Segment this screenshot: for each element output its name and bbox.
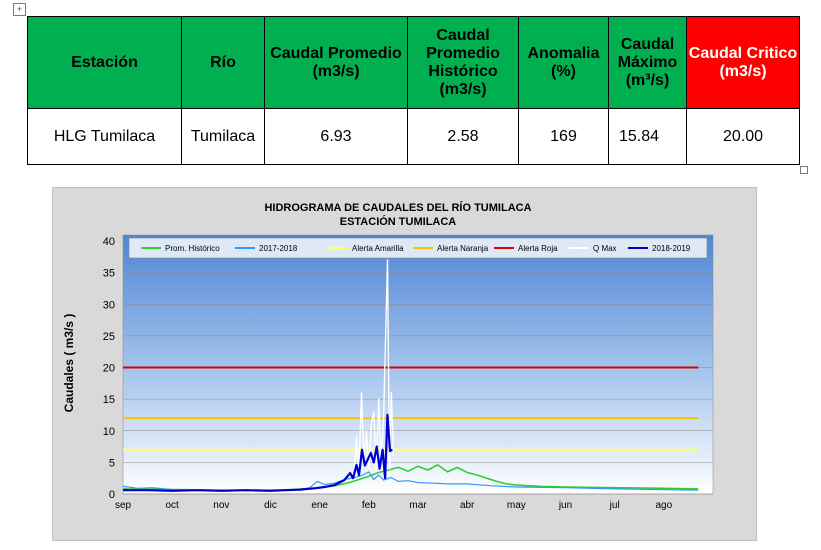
- y-axis-label: Caudales ( m3/s ): [62, 314, 76, 413]
- legend-entry: Prom. Histórico: [165, 244, 220, 253]
- legend-entry: Alerta Amarilla: [352, 244, 404, 253]
- cell-river[interactable]: Tumilaca: [181, 108, 265, 165]
- hydrograph-chart[interactable]: HIDROGRAMA DE CAUDALES DEL RÍO TUMILACA …: [52, 187, 757, 541]
- x-tick-label: nov: [213, 500, 229, 511]
- y-tick-label: 15: [103, 394, 115, 406]
- header-critical-flow: Caudal Critico (m3/s): [686, 16, 800, 109]
- x-tick-label: jun: [558, 500, 572, 511]
- legend-entry: Alerta Naranja: [437, 244, 489, 253]
- y-tick-label: 30: [103, 299, 115, 311]
- chart-subtitle: ESTACIÓN TUMILACA: [340, 215, 457, 228]
- header-avg-flow: Caudal Promedio (m3/s): [264, 16, 408, 109]
- header-hist-avg-flow: Caudal Promedio Histórico (m3/s): [407, 16, 519, 109]
- y-tick-label: 10: [103, 426, 115, 438]
- x-tick-label: oct: [165, 500, 179, 511]
- x-tick-label: mar: [409, 500, 427, 511]
- legend: Prom. Histórico 2017-2018 Alerta Amarilla A…: [128, 237, 708, 259]
- header-station: Estación: [27, 16, 182, 109]
- flow-summary-table: Estación Río Caudal Promedio (m3/s) Caud…: [27, 16, 800, 165]
- cell-max-flow[interactable]: 15.84: [608, 108, 687, 165]
- header-max-flow: Caudal Máximo (m³/s): [608, 16, 687, 109]
- table-header-row: Estación Río Caudal Promedio (m3/s) Caud…: [27, 16, 800, 109]
- x-tick-label: jul: [609, 500, 620, 511]
- y-tick-label: 35: [103, 268, 115, 280]
- y-tick-label: 20: [103, 363, 115, 375]
- plot-area: [122, 234, 714, 495]
- cell-critical-flow[interactable]: 20.00: [686, 108, 800, 165]
- y-tick-label: 0: [109, 489, 115, 501]
- y-tick-labels: 0 5 10 15 20 25 30 35 40: [103, 236, 115, 501]
- cell-anomaly[interactable]: 169: [518, 108, 609, 165]
- series-line-5: [353, 259, 395, 476]
- header-anomaly: Anomalia (%): [518, 16, 609, 109]
- legend-entry: 2017-2018: [259, 244, 298, 253]
- legend-entry: Alerta Roja: [518, 244, 558, 253]
- x-tick-label: dic: [264, 500, 277, 511]
- cell-hist-avg-flow[interactable]: 2.58: [407, 108, 519, 165]
- x-tick-label: may: [507, 500, 526, 511]
- y-tick-label: 25: [103, 331, 115, 343]
- cell-avg-flow[interactable]: 6.93: [264, 108, 408, 165]
- x-tick-label: feb: [362, 500, 376, 511]
- x-tick-label: abr: [460, 500, 475, 511]
- chart-title: HIDROGRAMA DE CAUDALES DEL RÍO TUMILACA: [264, 201, 531, 214]
- x-tick-label: sep: [115, 500, 132, 511]
- x-tick-label: ago: [655, 500, 672, 511]
- table-resize-handle[interactable]: [800, 166, 808, 174]
- legend-entry: 2018-2019: [652, 244, 691, 253]
- x-tick-labels: sep oct nov dic ene feb mar abr may jun jul ago: [115, 500, 673, 511]
- x-tick-label: ene: [311, 500, 328, 511]
- legend-entry: Q Max: [593, 244, 617, 253]
- y-tick-label: 40: [103, 236, 115, 248]
- hydrograph-svg: HIDROGRAMA DE CAUDALES DEL RÍO TUMILACA …: [62, 201, 714, 511]
- table-row: HLG Tumilaca Tumilaca 6.93 2.58 169 15.8…: [27, 108, 800, 165]
- series-line-6: [123, 413, 393, 492]
- series-lines: [122, 259, 699, 492]
- y-tick-label: 5: [109, 457, 115, 469]
- header-river: Río: [181, 16, 265, 109]
- table-move-handle[interactable]: +: [13, 3, 26, 16]
- cell-station[interactable]: HLG Tumilaca: [27, 108, 182, 165]
